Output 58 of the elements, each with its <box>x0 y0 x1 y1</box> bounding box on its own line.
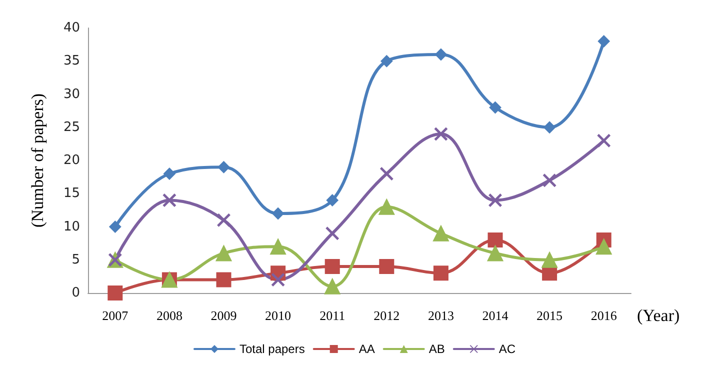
y-tick-label: 10 <box>63 219 80 234</box>
point <box>162 194 176 207</box>
y-tick-label: 35 <box>63 54 80 69</box>
point <box>216 272 232 288</box>
x-axis-title: (Year) <box>637 306 680 325</box>
x-tick-label: 2008 <box>156 308 182 323</box>
point <box>433 266 448 281</box>
point <box>543 174 556 187</box>
point <box>324 259 340 274</box>
legend-label: AC <box>498 342 516 356</box>
point <box>163 168 176 180</box>
x-tick-label: 2014 <box>482 308 509 323</box>
point <box>217 214 230 227</box>
point <box>488 232 503 248</box>
point <box>489 102 502 114</box>
point <box>597 134 610 148</box>
legend-label: AA <box>358 342 375 356</box>
point <box>487 245 504 262</box>
x-tick-label: 2016 <box>590 308 618 323</box>
point <box>596 238 612 255</box>
y-tick-label: 15 <box>63 186 80 202</box>
point <box>326 226 339 240</box>
x-tick-label: 2015 <box>536 308 563 323</box>
y-axis-title: (Number of papers) <box>28 93 47 228</box>
point <box>598 35 610 48</box>
x-tick-label: 2007 <box>102 308 129 323</box>
y-tick-label: 30 <box>63 86 80 102</box>
point <box>434 48 447 60</box>
point <box>326 194 338 206</box>
point <box>379 259 394 274</box>
legend-label: AB <box>428 342 445 356</box>
x-tick-label: 2010 <box>265 308 292 323</box>
point <box>380 55 393 68</box>
point <box>216 245 232 262</box>
legend-label: Total papers <box>239 342 305 356</box>
point <box>434 128 448 140</box>
x-tick-label: 2012 <box>374 308 400 323</box>
point <box>218 161 230 174</box>
x-tick-label: 2009 <box>210 308 237 323</box>
y-tick-label: 20 <box>63 153 80 168</box>
point <box>272 208 284 220</box>
y-tick-label: 25 <box>63 120 80 135</box>
point <box>324 278 340 294</box>
point <box>378 198 395 215</box>
point <box>380 167 394 180</box>
point <box>109 220 122 233</box>
point <box>272 273 285 286</box>
point <box>108 286 123 300</box>
point <box>542 252 558 268</box>
y-tick-label: 40 <box>63 20 80 36</box>
point <box>488 194 502 207</box>
point <box>544 121 556 134</box>
point <box>432 225 449 242</box>
y-tick-label: 5 <box>72 252 80 268</box>
point <box>270 238 286 255</box>
y-tick-label: 0 <box>72 286 80 300</box>
x-tick-label: 2013 <box>428 308 454 323</box>
x-tick-label: 2011 <box>320 308 346 323</box>
